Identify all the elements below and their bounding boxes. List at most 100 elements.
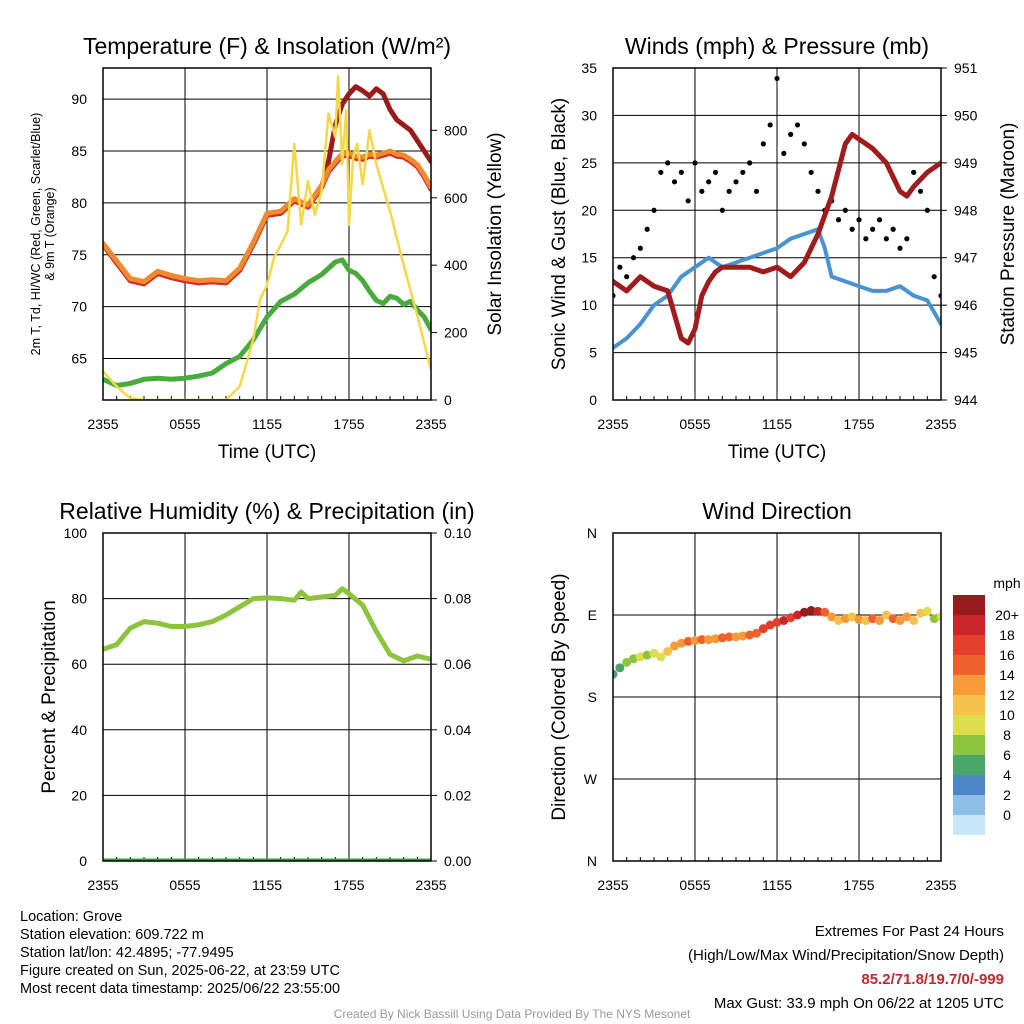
direction-point (813, 606, 823, 616)
direction-point (929, 614, 939, 624)
humidity-precipitation-panel: 2355 0555 1155 1755 23550204060801000.000.02… (39, 498, 475, 893)
x-tick-label: 0555 (169, 877, 200, 893)
y-axis-label: Sonic Wind & Gust (Blue, Black) (549, 98, 570, 370)
gust-point (849, 226, 855, 232)
direction-point (840, 614, 850, 624)
elevation-text: Station elevation: 609.722 m (20, 927, 204, 943)
gust-point (917, 188, 924, 194)
plot-frame (102, 532, 432, 862)
colorbar-label: 12 (999, 687, 1015, 703)
y-tick-label: 0 (589, 392, 597, 408)
gust-point (644, 226, 650, 232)
y-right-axis-label: Station Pressure (Maroon) (998, 123, 1019, 346)
direction-point (676, 638, 686, 648)
colorbar-label: 8 (1003, 727, 1011, 743)
y-tick-label: 20 (71, 787, 87, 803)
colorbar-swatch (953, 715, 985, 735)
series-group (613, 605, 941, 679)
gust-point (904, 236, 910, 242)
colorbar-swatch (953, 655, 985, 675)
colorbar-label: 2 (1003, 787, 1011, 803)
y-tick-label: 15 (581, 250, 597, 266)
direction-point (635, 652, 645, 662)
y-tick-label: 90 (71, 91, 87, 107)
y-tick-label: 75 (71, 247, 87, 263)
colorbar-swatch (953, 675, 985, 695)
y-right-tick-label: 0.00 (444, 853, 471, 869)
y-right-tick-label: 945 (954, 345, 978, 361)
y-axis-label-line: 2m T, Td, HI/WC (Red, Green, Scarlet/Blu… (29, 113, 43, 356)
x-tick-label: 1155 (252, 416, 282, 432)
x-tick-label: 1155 (762, 416, 792, 432)
y-right-tick-label: 0.10 (444, 525, 471, 541)
direction-point (922, 606, 932, 616)
gust-point (719, 207, 725, 213)
colorbar-swatch (953, 795, 985, 815)
extremes-title: Extremes For Past 24 Hours (814, 923, 1004, 940)
y-tick-label: 80 (71, 195, 87, 211)
series-group (103, 586, 431, 861)
y-tick-label: N (587, 525, 597, 541)
gust-point (808, 169, 814, 175)
panel-title: Winds (mph) & Pressure (mb) (625, 33, 929, 59)
direction-point (758, 624, 768, 634)
colorbar-swatch (953, 775, 985, 795)
gust-point (637, 245, 643, 251)
colorbar-label: 10 (999, 707, 1015, 723)
direction-point (820, 607, 830, 617)
direction-point (861, 615, 871, 625)
y-right-tick-label: 948 (954, 202, 978, 218)
direction-point (649, 648, 659, 658)
x-tick-label: 2355 (925, 877, 956, 893)
gust-point (753, 188, 760, 194)
gust-point (883, 236, 889, 242)
y-right-tick-label: 800 (444, 122, 468, 138)
gust-point (876, 217, 883, 223)
gust-point (712, 169, 719, 175)
direction-point (793, 610, 802, 620)
gust-point (931, 274, 937, 280)
direction-point (888, 614, 898, 624)
direction-point (909, 615, 919, 625)
direction-point (622, 657, 632, 667)
credit-text: Created By Nick Bassill Using Data Provi… (333, 1007, 691, 1021)
direction-point (936, 612, 941, 622)
gust-point (733, 179, 739, 185)
direction-point (752, 628, 761, 638)
colorbar-label: 0 (1003, 807, 1011, 823)
x-axis-label: Time (UTC) (728, 442, 827, 463)
series-line-station-pressure (613, 131, 941, 346)
gust-point (767, 122, 773, 128)
direction-point (613, 669, 618, 679)
temperature-insolation-panel: 2355 0555 1155 1755 2355 65 70 75 80 85 90 0 200 400 6… (29, 33, 506, 463)
y-right-tick-label: 200 (444, 325, 468, 341)
colorbar-label: 4 (1003, 767, 1011, 783)
gust-point (624, 274, 630, 280)
panel-title: Relative Humidity (%) & Precipitation (i… (59, 498, 474, 524)
x-tick-label: 1155 (252, 877, 282, 893)
y-axis-label: Percent & Precipitation (39, 600, 60, 793)
gust-point (801, 141, 807, 147)
y-right-tick-label: 944 (954, 392, 978, 408)
gust-point (924, 207, 930, 213)
direction-point (656, 652, 666, 662)
y-right-tick-label: 949 (954, 155, 978, 171)
direction-point (724, 632, 734, 642)
y-tick-label: S (588, 689, 597, 705)
gust-point (740, 169, 746, 175)
gust-point (890, 226, 896, 232)
y-right-axis-label: Solar Insolation (Yellow) (485, 132, 506, 335)
x-axis-label: Time (UTC) (218, 442, 317, 463)
y-tick-label: 0 (79, 853, 87, 869)
station-info: Location: Grove Station elevation: 609.7… (20, 908, 340, 998)
series-group (103, 75, 431, 400)
gust-point (671, 179, 678, 185)
direction-point (615, 663, 625, 673)
gust-point (678, 169, 684, 175)
plot-frame (612, 532, 942, 862)
location-text: Location: Grove (20, 909, 123, 925)
colorbar-swatch (953, 815, 985, 835)
y-tick-label: 5 (589, 345, 597, 361)
gust-point (781, 150, 787, 156)
